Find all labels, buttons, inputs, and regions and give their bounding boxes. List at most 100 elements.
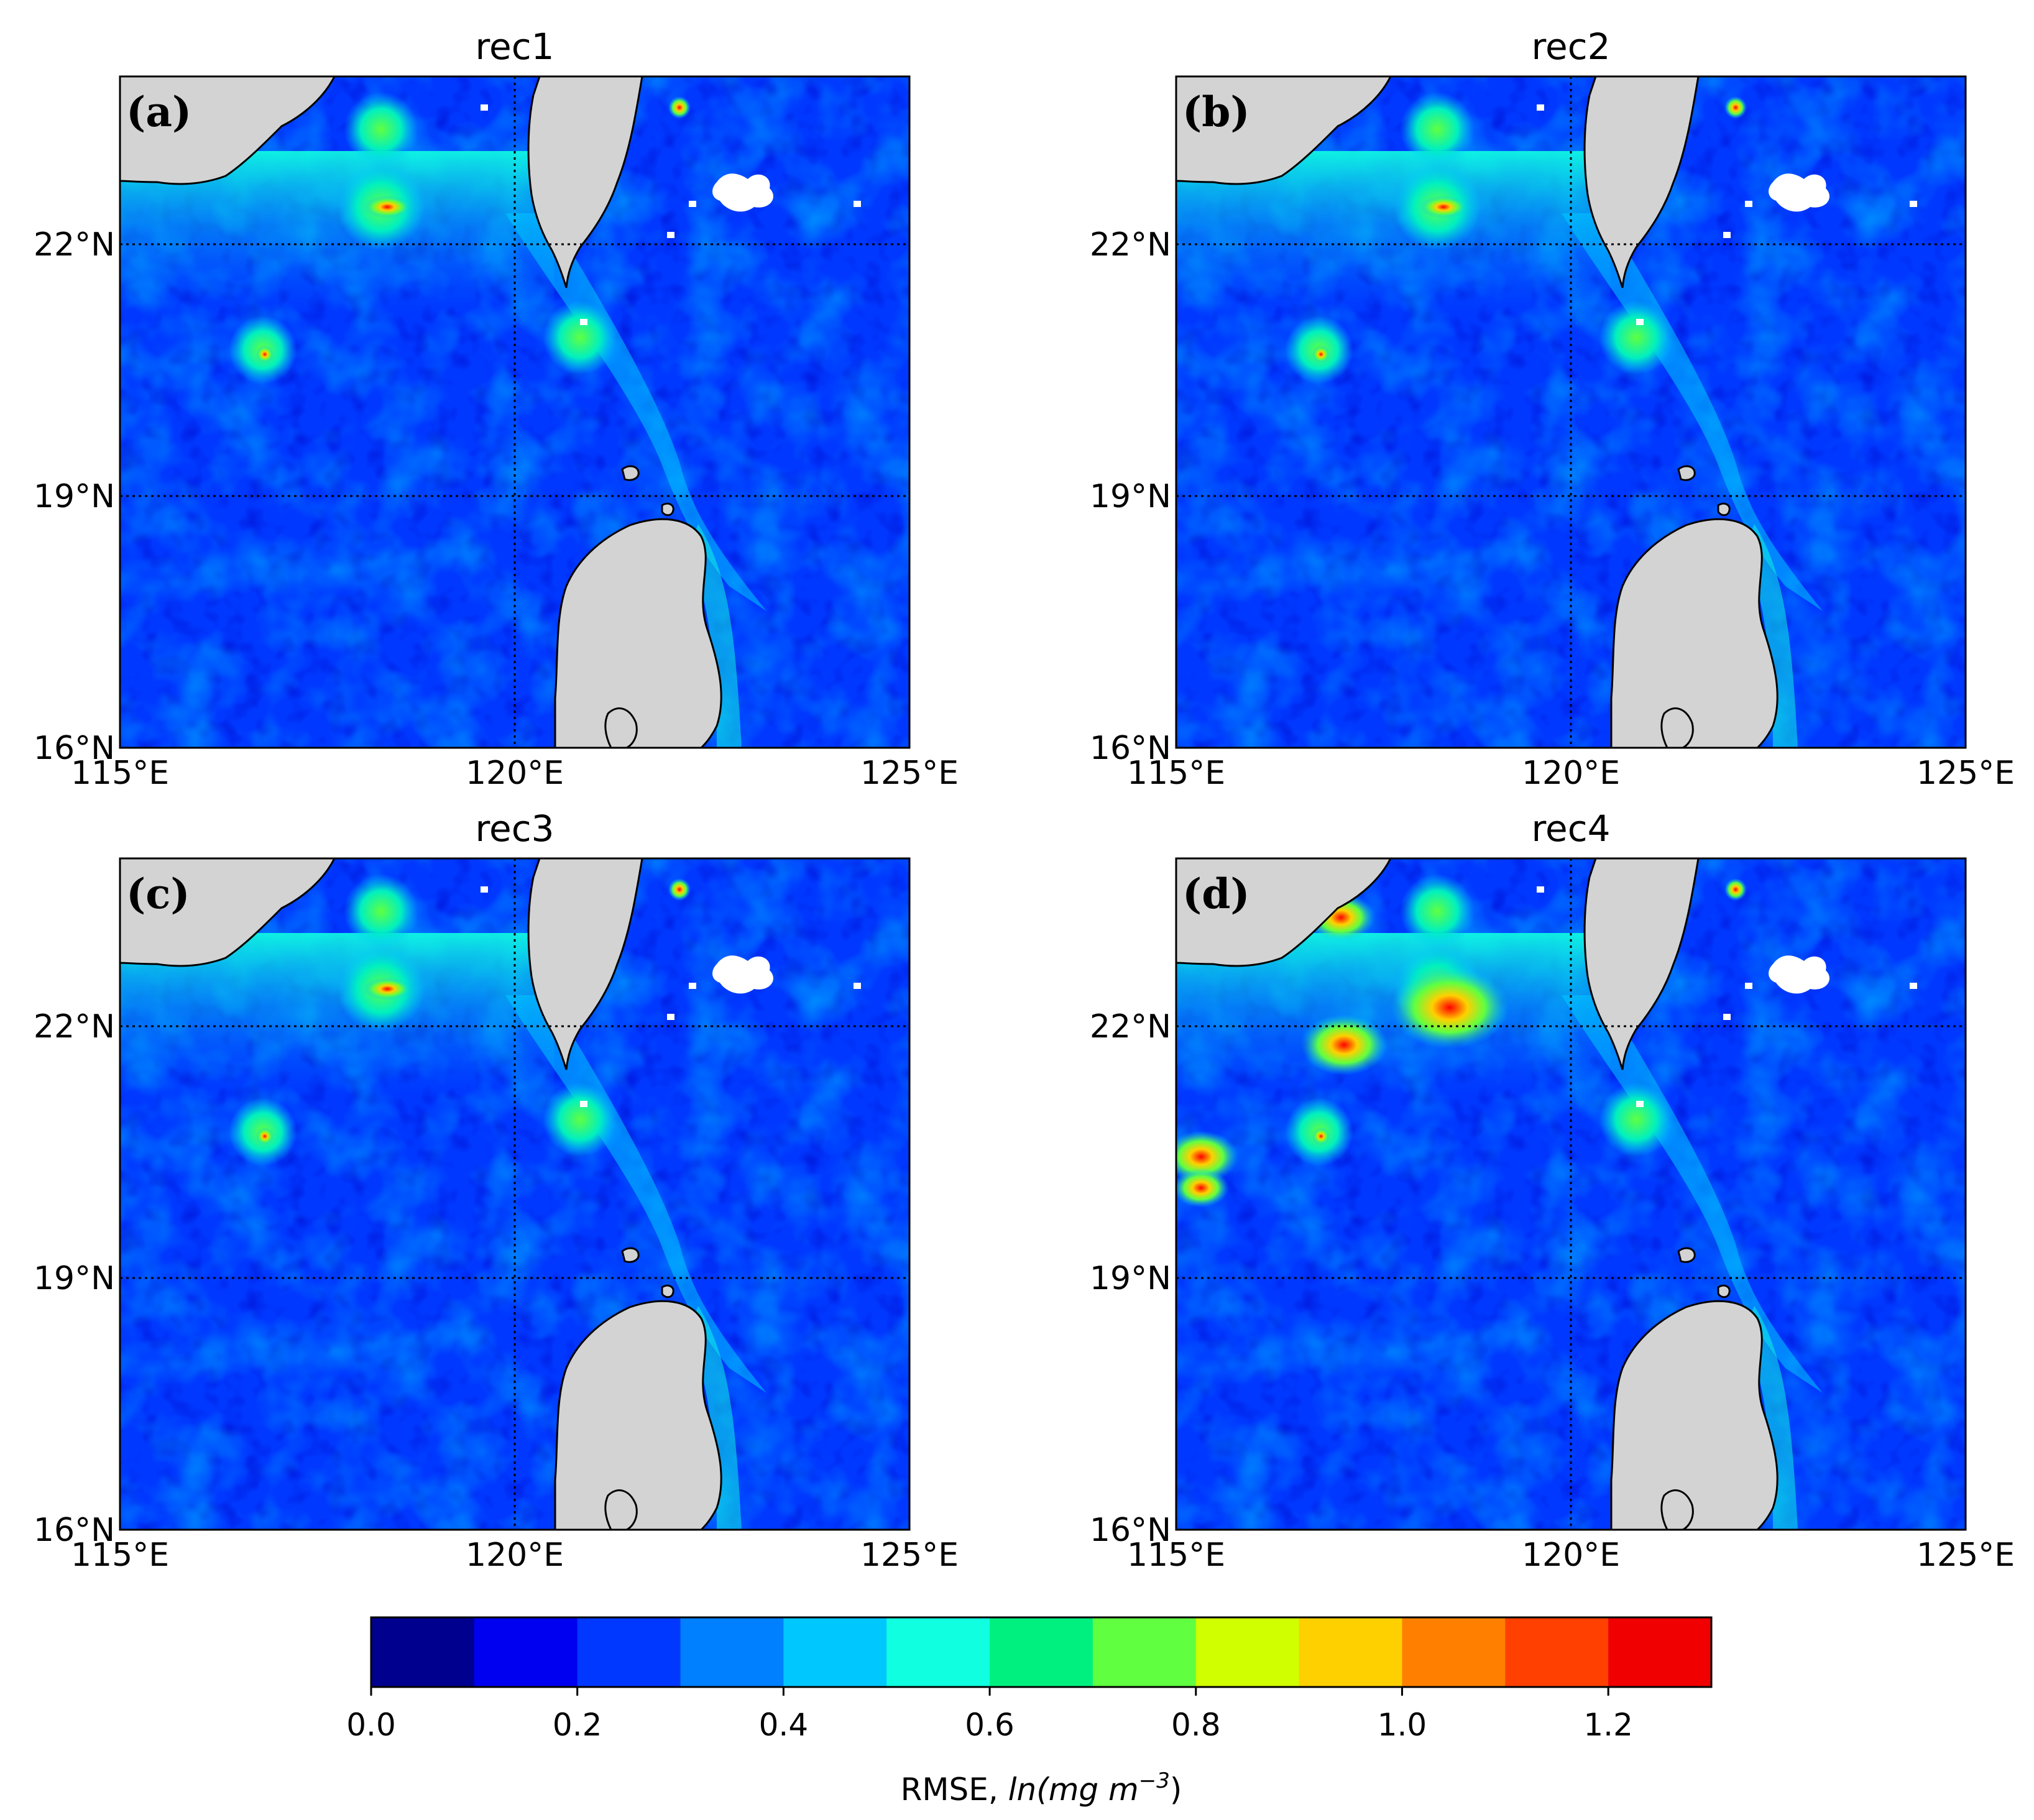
colorbar: 0.0 0.2 0.4 0.6 0.8 1.0 1.2 RMSE, ln(mg m−3) xyxy=(346,1616,1713,1808)
lon-tick-label: 115°E xyxy=(71,1537,169,1574)
missing-data xyxy=(1910,983,1917,989)
missing-data xyxy=(1723,1014,1731,1020)
land-luzon xyxy=(1610,1300,1779,1530)
lat-tick-label: 22°N xyxy=(34,226,115,264)
panel-frame xyxy=(119,75,911,749)
land-luzon xyxy=(1610,518,1779,748)
land-island xyxy=(661,502,674,517)
panel-frame xyxy=(1175,857,1967,1531)
land-island xyxy=(1660,707,1694,748)
hotspot xyxy=(1300,1014,1387,1075)
missing-data xyxy=(712,955,773,994)
colorbar-segment xyxy=(680,1617,784,1687)
lon-tick-label: 125°E xyxy=(860,1537,959,1574)
panel-frame xyxy=(1175,75,1967,749)
land-china xyxy=(120,76,336,185)
lon-tick-label: 125°E xyxy=(860,755,959,792)
panel-frame xyxy=(119,857,911,1531)
colorbar-segment xyxy=(886,1617,990,1687)
hotspot xyxy=(1420,196,1467,218)
colorbar-tick-label: 0.4 xyxy=(759,1707,809,1743)
map-panel-rec3: rec3 (c) 115°E 120°E 125°E 22°N 19°N 16°N xyxy=(34,807,959,1574)
lat-tick-label: 16°N xyxy=(1090,1512,1171,1549)
colorbar-segment xyxy=(1092,1617,1197,1687)
lat-tick-label: 19°N xyxy=(1090,1260,1171,1297)
land-china xyxy=(1176,858,1392,967)
lon-tick-label: 120°E xyxy=(1522,1537,1620,1574)
lat-tick-label: 22°N xyxy=(1090,1008,1171,1046)
warm-patch xyxy=(1599,1082,1673,1157)
missing-data xyxy=(1769,955,1829,994)
missing-data xyxy=(1723,232,1731,238)
missing-data xyxy=(1537,104,1544,111)
warm-patch xyxy=(543,300,617,375)
land-island xyxy=(604,1489,638,1530)
missing-data xyxy=(1745,201,1752,207)
strait-band xyxy=(505,995,766,1393)
lon-tick-label: 115°E xyxy=(1127,1537,1225,1574)
map-panel-rec1: rec1 (a) 115°E 120°E 125°E 22°N 19°N 16°N xyxy=(34,25,959,792)
land-island xyxy=(1717,1284,1731,1298)
land-luzon xyxy=(554,1300,722,1530)
colorbar-frame xyxy=(370,1616,1713,1688)
missing-data xyxy=(580,1101,587,1107)
lon-tick-label: 120°E xyxy=(466,755,564,792)
missing-data xyxy=(854,983,861,989)
hotspot xyxy=(1391,966,1509,1049)
colorbar-label: RMSE, ln(mg m−3) xyxy=(901,1768,1182,1808)
land-island xyxy=(604,707,638,748)
lat-tick-label: 16°N xyxy=(1090,730,1171,767)
land-china xyxy=(120,858,336,967)
land-island xyxy=(621,465,640,481)
panel-letter: (b) xyxy=(1182,88,1250,136)
missing-data xyxy=(712,173,773,212)
panel-title: rec4 xyxy=(1531,807,1610,850)
strait-band xyxy=(1562,213,1823,611)
warm-patch xyxy=(543,1082,617,1157)
panel-letter: (d) xyxy=(1182,870,1250,918)
missing-data xyxy=(1769,173,1829,212)
missing-data xyxy=(481,104,488,111)
colorbar-segment xyxy=(990,1617,1093,1687)
land-island xyxy=(1660,1489,1694,1530)
lat-tick-label: 19°N xyxy=(34,1260,115,1297)
panel-letter: (a) xyxy=(126,88,191,136)
land-island xyxy=(1677,465,1696,481)
missing-data xyxy=(1910,201,1917,207)
land-taiwan xyxy=(527,76,643,288)
hotspot xyxy=(1176,1168,1229,1208)
missing-data xyxy=(1636,1101,1644,1107)
lon-tick-label: 115°E xyxy=(71,755,169,792)
warm-patch xyxy=(344,92,418,167)
colorbar-segment xyxy=(1608,1617,1712,1687)
colorbar-tick-label: 0.0 xyxy=(346,1707,396,1743)
lat-tick-label: 16°N xyxy=(34,730,115,767)
colorbar-tick-label: 0.8 xyxy=(1171,1707,1221,1743)
strait-band xyxy=(1562,995,1823,1393)
panel-title: rec3 xyxy=(475,807,554,850)
lat-tick-label: 16°N xyxy=(34,1512,115,1549)
land-china xyxy=(1176,76,1392,185)
warm-patch xyxy=(1400,92,1475,167)
lat-tick-label: 19°N xyxy=(1090,478,1171,515)
land-island xyxy=(1717,502,1731,517)
land-taiwan xyxy=(527,858,643,1070)
colorbar-segment xyxy=(783,1617,887,1687)
panel-title: rec1 xyxy=(475,25,554,68)
hotspot xyxy=(364,978,411,1000)
warm-patch xyxy=(1400,874,1475,949)
land-taiwan xyxy=(1583,858,1700,1070)
hotspot xyxy=(1312,346,1330,363)
missing-data xyxy=(1636,319,1644,325)
missing-data xyxy=(689,983,696,989)
missing-data xyxy=(854,201,861,207)
colorbar-tick-label: 0.2 xyxy=(553,1707,602,1743)
land-taiwan xyxy=(1583,76,1700,288)
lon-tick-label: 120°E xyxy=(466,1537,564,1574)
colorbar-segment xyxy=(1505,1617,1609,1687)
lon-tick-label: 115°E xyxy=(1127,755,1225,792)
missing-data xyxy=(667,1014,674,1020)
colorbar-segment xyxy=(577,1617,681,1687)
land-island xyxy=(621,1247,640,1263)
